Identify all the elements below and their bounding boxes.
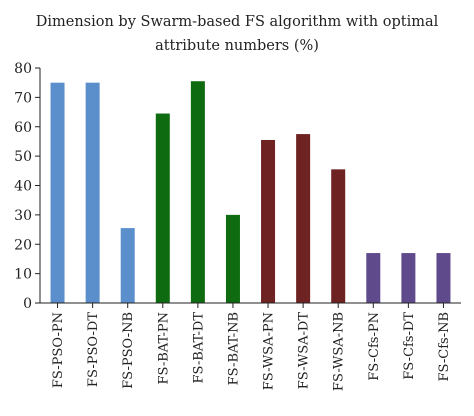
x-axis-labels: FS-PSO-PN FS-PSO-DT FS-PSO-NB FS-BAT-PN FS-B… [51, 303, 452, 391]
axes [39, 68, 461, 304]
bar-fs-wsa-pn [261, 139, 276, 303]
x-tick-label: FS-BAT-PN [156, 312, 171, 385]
y-tick-label: 0 [23, 296, 32, 312]
y-tick-label: 60 [14, 120, 32, 136]
x-tick-label: FS-BAT-DT [191, 312, 206, 384]
x-tick-label: FS-WSA-PN [262, 312, 277, 390]
bar-fs-wsa-nb [331, 169, 346, 303]
y-tick-label: 70 [14, 90, 32, 106]
chart-title-line-1: Dimension by Swarm-based FS algorithm wi… [35, 14, 439, 30]
x-tick-label: FS-PSO-PN [51, 312, 66, 388]
y-tick-label: 80 [14, 61, 32, 77]
y-tick-label: 40 [14, 179, 32, 195]
bar-fs-bat-dt [190, 81, 205, 303]
x-tick-label: FS-WSA-NB [332, 312, 347, 391]
bar-fs-wsa-dt [296, 134, 311, 303]
x-tick-label: FS-Cfs-PN [367, 312, 382, 381]
bar-fs-pso-dt [85, 82, 100, 303]
chart-title-line-2: attribute numbers (%) [155, 38, 319, 54]
bar-series [50, 81, 451, 304]
bar-fs-pso-pn [50, 82, 65, 303]
x-tick-label: FS-WSA-DT [297, 312, 312, 390]
x-tick-label: FS-Cfs-NB [437, 312, 452, 382]
x-tick-label: FS-BAT-NB [226, 312, 241, 385]
y-tick-label: 10 [14, 267, 32, 283]
bar-fs-cfs-nb [436, 253, 451, 303]
bar-fs-bat-nb [225, 214, 240, 304]
y-tick-label: 30 [14, 208, 32, 224]
y-tick-label: 20 [14, 237, 32, 253]
bar-fs-cfs-dt [401, 253, 416, 303]
x-tick-label: FS-PSO-DT [86, 312, 101, 387]
bar-fs-cfs-pn [366, 253, 381, 303]
x-tick-label: FS-PSO-NB [121, 312, 136, 389]
y-axis-ticks: 0 10 20 30 40 50 60 70 80 [14, 61, 40, 312]
bar-fs-bat-pn [155, 113, 170, 303]
bar-fs-pso-nb [120, 228, 135, 303]
x-tick-label: FS-Cfs-DT [402, 312, 417, 380]
y-tick-label: 50 [14, 149, 32, 165]
